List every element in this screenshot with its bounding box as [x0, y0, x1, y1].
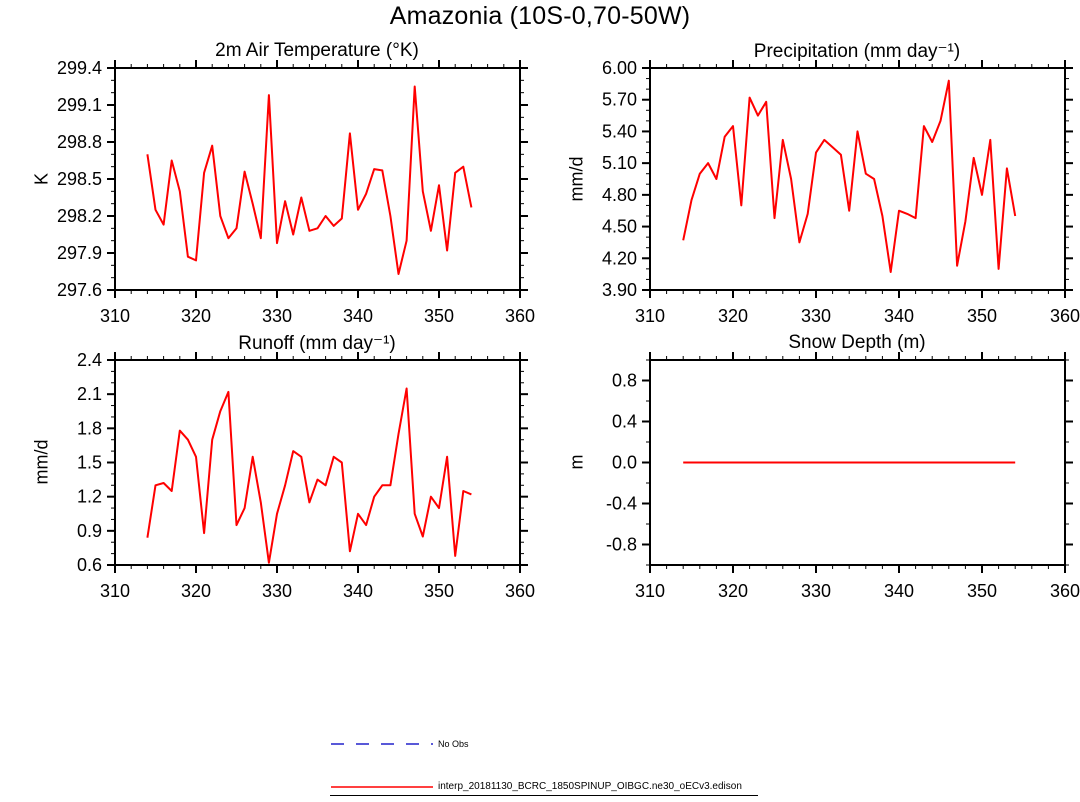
y-tick-label: 0.6 [77, 555, 102, 575]
legend-underline [330, 795, 758, 796]
legend-label-no-obs: No Obs [438, 739, 469, 749]
x-tick-label: 340 [343, 581, 373, 601]
x-tick-label: 350 [967, 581, 997, 601]
temperature-plot: 310 320 330 340 350 360 297.6 297.9 298.2 298.5 29… [57, 58, 535, 326]
y-tick-label: 5.70 [602, 90, 637, 110]
x-tick-label: 320 [718, 581, 748, 601]
runoff-plot: 310 320 330 340 350 360 0.6 0.9 1.2 1.5 1.8 2.1 2.4 [77, 350, 535, 601]
x-tick-label: 360 [505, 306, 535, 326]
x-tick-label: 310 [635, 306, 665, 326]
x-tick-label: 340 [884, 581, 914, 601]
x-tick-label: 320 [718, 306, 748, 326]
y-tick-label: 299.1 [57, 95, 102, 115]
x-tick-label: 310 [635, 581, 665, 601]
y-tick-label: 3.90 [602, 280, 637, 300]
x-tick-label: 350 [967, 306, 997, 326]
y-tick-label: -0.8 [606, 535, 637, 555]
x-tick-label: 340 [884, 306, 914, 326]
no-obs-legend-line [331, 743, 433, 745]
x-tick-label: 330 [262, 306, 292, 326]
runoff-series-line [146, 387, 472, 564]
y-tick-label: 1.5 [77, 453, 102, 473]
y-tick-label: 299.4 [57, 58, 102, 78]
y-tick-label: 0.0 [612, 453, 637, 473]
x-tick-label: 350 [424, 306, 454, 326]
precipitation-series-line [682, 79, 1017, 273]
y-tick-label: 6.00 [602, 58, 637, 78]
x-tick-label: 320 [181, 306, 211, 326]
x-tick-label: 350 [424, 581, 454, 601]
y-tick-label: 297.9 [57, 243, 102, 263]
y-tick-label: 4.20 [602, 248, 637, 268]
y-tick-label: 0.4 [612, 412, 637, 432]
y-tick-label: -0.4 [606, 494, 637, 514]
panel-title-temperature: 2m Air Temperature (°K) [215, 40, 419, 61]
panel-title-runoff: Runoff (mm day⁻¹) [238, 333, 396, 354]
panel-title-precipitation: Precipitation (mm day⁻¹) [753, 41, 961, 62]
x-tick-label: 330 [801, 581, 831, 601]
panel-title-snow-depth: Snow Depth (m) [788, 332, 926, 353]
model-legend-line [331, 786, 433, 788]
y-tick-label: 2.1 [77, 384, 102, 404]
y-tick-label: 1.8 [77, 418, 102, 438]
x-tick-label: 340 [343, 306, 373, 326]
main-title: Amazonia (10S-0,70-50W) [389, 2, 691, 30]
plot-frame [649, 67, 1066, 291]
legend-label-model: interp_20181130_BCRC_1850SPINUP_OIBGC.ne… [438, 781, 742, 792]
y-tick-label: 0.8 [612, 371, 637, 391]
y-tick-label: 2.4 [77, 350, 102, 370]
y-tick-label: 0.9 [77, 521, 102, 541]
x-tick-label: 330 [262, 581, 292, 601]
x-tick-label: 310 [100, 306, 130, 326]
y-tick-label: 298.2 [57, 206, 102, 226]
y-tick-label: 298.8 [57, 132, 102, 152]
y-tick-label: 1.2 [77, 487, 102, 507]
y-tick-label: 4.50 [602, 217, 637, 237]
x-tick-label: 330 [801, 306, 831, 326]
x-tick-label: 320 [181, 581, 211, 601]
x-tick-label: 310 [100, 581, 130, 601]
precipitation-plot: 310 320 330 340 350 360 3.90 4.20 4.50 4.80 5.10 5.… [602, 58, 1080, 326]
y-tick-label: 5.40 [602, 121, 637, 141]
y-tick-label: 4.80 [602, 185, 637, 205]
x-tick-label: 360 [1050, 306, 1080, 326]
y-tick-label: 298.5 [57, 169, 102, 189]
x-tick-label: 360 [1050, 581, 1080, 601]
y-tick-label: 297.6 [57, 280, 102, 300]
y-tick-label: 5.10 [602, 153, 637, 173]
snow-depth-plot: 310 320 330 340 350 360 -0.8 -0.4 0.0 0.4 0.8 [606, 352, 1080, 601]
temperature-series-line [146, 85, 473, 275]
x-tick-label: 360 [505, 581, 535, 601]
